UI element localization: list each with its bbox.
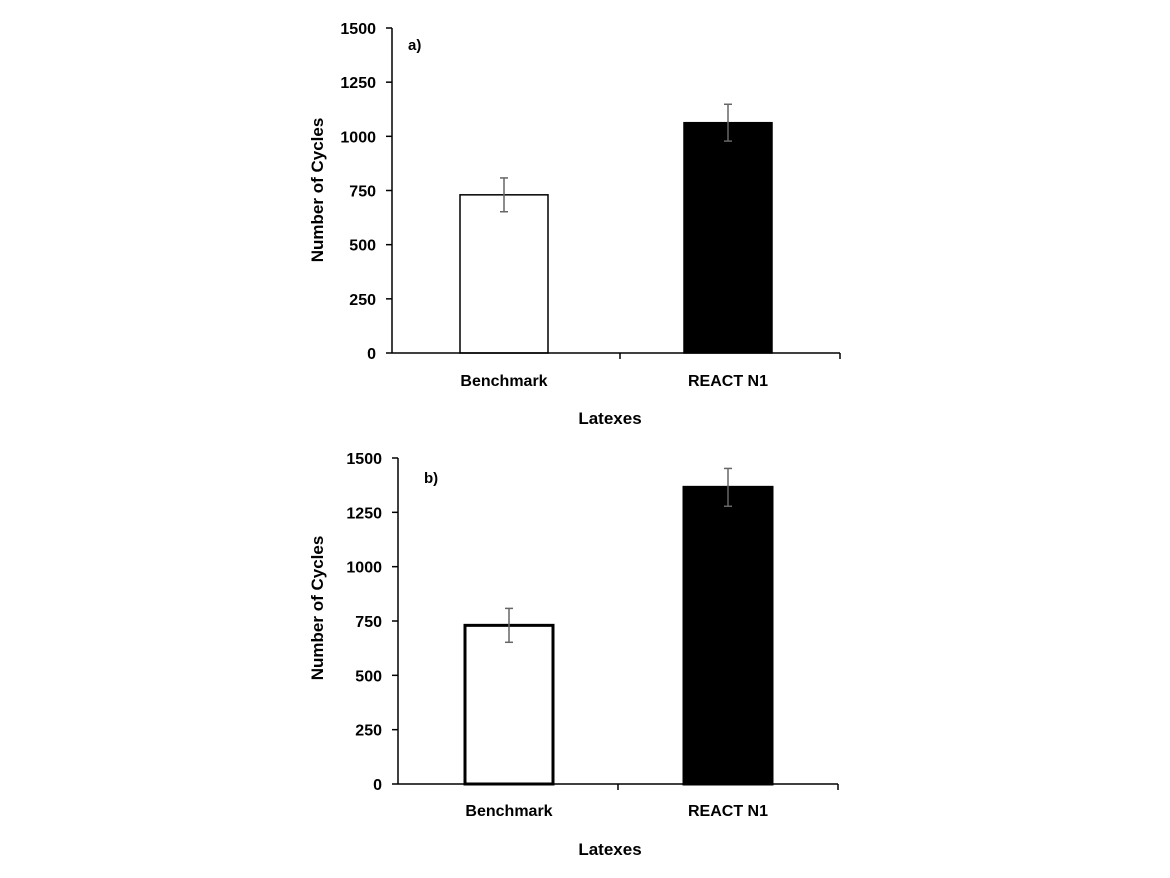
panel-a-y-ticks: 0 250 500 750 1000 1250 1500	[340, 21, 392, 363]
panel-b-category-label-benchmark: Benchmark	[465, 803, 552, 820]
chart-panel-b: 0 250 500 750 1000 1250 1500 b) Benchmark REAC…	[308, 451, 839, 859]
panel-a-error-bars	[500, 103, 732, 213]
chart-panel-a: 0 250 500 750 1000 1250 1500 a) Benchmark REAC…	[308, 21, 841, 428]
y-tick-label: 1250	[340, 75, 376, 92]
panel-b-error-bars	[505, 467, 732, 644]
panel-a-category-label-react-n1: REACT N1	[688, 373, 768, 390]
y-tick-label: 1500	[346, 451, 382, 468]
panel-b-x-ticks	[617, 784, 839, 790]
panel-b-category-label-react-n1: REACT N1	[688, 803, 768, 820]
panel-a-x-ticks	[619, 353, 841, 359]
y-tick-label: 1000	[340, 129, 376, 146]
error-bar-benchmark	[505, 607, 513, 644]
panel-a-x-axis-title: Latexes	[578, 409, 641, 428]
panel-b-x-axis-title: Latexes	[578, 840, 641, 859]
y-tick-label: 0	[373, 777, 382, 794]
panel-b-bars	[463, 485, 774, 786]
y-tick-label: 750	[355, 614, 382, 631]
bar-benchmark	[463, 623, 555, 786]
y-tick-label: 750	[349, 184, 376, 201]
error-bar-react-n1	[724, 103, 732, 142]
panel-a-bars	[459, 121, 773, 354]
y-tick-label: 500	[349, 238, 376, 255]
panel-b-label: b)	[424, 470, 438, 487]
bar-benchmark	[459, 194, 549, 354]
panel-a-y-axis-title: Number of Cycles	[308, 118, 327, 263]
y-tick-label: 500	[355, 668, 382, 685]
error-bar-react-n1	[724, 467, 732, 507]
panel-a-label: a)	[408, 37, 421, 54]
bar-react-n1	[682, 485, 774, 786]
panel-b-y-axis-title: Number of Cycles	[308, 536, 327, 681]
y-tick-label: 250	[355, 723, 382, 740]
error-bar-benchmark	[500, 177, 508, 213]
panel-a-category-label-benchmark: Benchmark	[460, 373, 547, 390]
y-tick-label: 1250	[346, 505, 382, 522]
y-tick-label: 1500	[340, 21, 376, 38]
y-tick-label: 250	[349, 292, 376, 309]
y-tick-label: 1000	[346, 560, 382, 577]
panel-b-y-ticks: 0 250 500 750 1000 1250 1500	[346, 451, 398, 794]
bar-react-n1	[683, 121, 773, 354]
y-tick-label: 0	[367, 346, 376, 363]
